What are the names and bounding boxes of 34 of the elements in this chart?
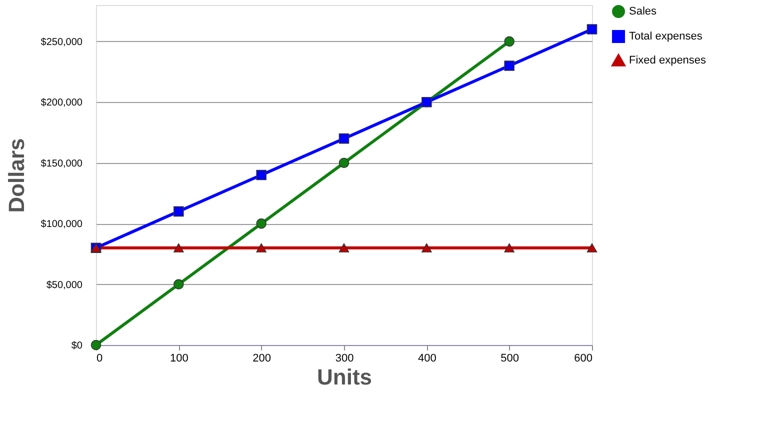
- x-tick-label: 400: [418, 352, 436, 364]
- point: [586, 24, 598, 34]
- point: [174, 206, 184, 217]
- point: [256, 243, 266, 252]
- x-tick-label: 0: [96, 352, 103, 364]
- y-axis-title: Dollars: [4, 138, 29, 213]
- point: [174, 243, 184, 252]
- y-tick-label: $0: [71, 340, 83, 352]
- point: [504, 243, 514, 252]
- point: [338, 243, 350, 252]
- point: [90, 340, 102, 350]
- point: [338, 158, 350, 168]
- legend-label: Fixed expenses: [629, 54, 707, 66]
- x-tick-label: 200: [252, 352, 272, 364]
- point: [504, 60, 514, 71]
- point: [338, 133, 350, 144]
- point: [174, 279, 184, 290]
- point: [586, 243, 598, 252]
- x-tick-label: 500: [500, 352, 520, 364]
- point: [504, 36, 514, 47]
- y-tick-label: $150,000: [40, 158, 83, 170]
- legend-label: Sales: [629, 6, 658, 18]
- y-tick-label: $50,000: [46, 280, 83, 291]
- point: [256, 218, 266, 229]
- legend-label: Total expenses: [629, 30, 703, 42]
- y-tick-label: $200,000: [40, 98, 83, 109]
- x-axis-title: Units: [317, 364, 372, 390]
- x-tick-label: 600: [574, 352, 592, 364]
- point: [256, 170, 266, 180]
- x-tick-label: 100: [170, 352, 188, 364]
- y-tick-label: $250,000: [40, 36, 83, 48]
- x-tick-label: 300: [335, 352, 354, 364]
- point: [422, 243, 432, 252]
- y-tick-label: $100,000: [40, 219, 83, 230]
